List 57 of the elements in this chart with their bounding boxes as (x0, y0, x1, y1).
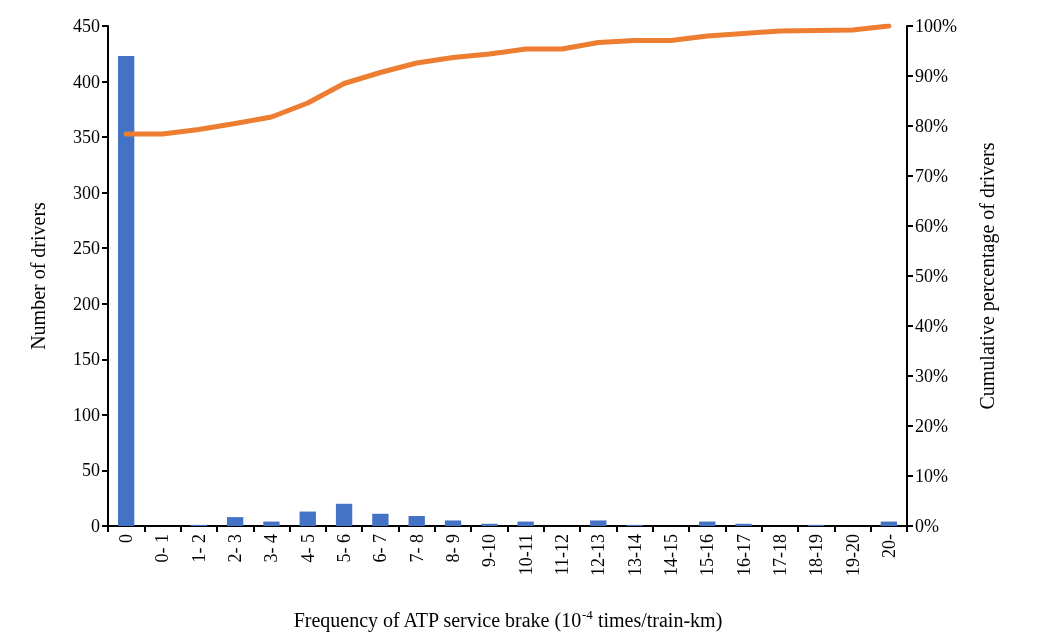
y2-tick-label: 90% (915, 66, 948, 86)
bar (335, 503, 353, 526)
x-tick-label: 13-14 (624, 534, 645, 576)
x-tick-label: 3- 4 (261, 534, 282, 563)
y2-tick-label: 20% (915, 416, 948, 436)
x-tick-label: 17-18 (769, 534, 790, 576)
bar (735, 523, 752, 526)
y2-tick-label: 40% (915, 316, 948, 336)
y-tick-label: 300 (73, 182, 100, 203)
y-tick-label: 0 (91, 516, 100, 536)
y-tick-label: 450 (73, 16, 100, 36)
x-tick-label: 0 (116, 534, 137, 543)
x-tick-label: 0- 1 (152, 534, 173, 563)
y-tick-label: 250 (73, 238, 100, 259)
x-tick-label: 4- 5 (297, 534, 318, 563)
x-tick-label: 10-11 (515, 534, 536, 576)
y2-tick-label: 30% (915, 366, 948, 386)
bar (408, 516, 425, 526)
x-tick-label: 12-13 (588, 534, 609, 576)
bar (444, 520, 462, 526)
x-tick-label: 16-17 (733, 534, 754, 576)
y2-tick-label: 70% (915, 166, 948, 186)
y-tick-label: 150 (73, 349, 100, 370)
y2-tick-label: 50% (915, 266, 948, 286)
bar (372, 513, 389, 526)
x-tick-label: 8- 9 (443, 534, 464, 563)
bar (117, 56, 135, 526)
x-tick-label: 7- 8 (406, 534, 427, 563)
x-tick-label: 5- 6 (334, 534, 355, 563)
x-tick-label: 9-10 (479, 534, 500, 567)
y2-tick-label: 100% (915, 16, 957, 36)
y2-tick-label: 80% (915, 116, 948, 136)
x-tick-label: 18-19 (806, 534, 827, 576)
y2-tick-label: 10% (915, 466, 948, 486)
bar (590, 520, 607, 526)
bar (481, 523, 498, 526)
x-tick-label: 1- 2 (188, 534, 209, 563)
bar (226, 517, 244, 526)
bar (517, 521, 534, 526)
bar (263, 521, 280, 526)
y2-axis-title: Cumulative percentage of drivers (976, 142, 999, 410)
y2-tick-label: 0% (915, 516, 939, 536)
y-tick-label: 350 (73, 127, 100, 148)
x-tick-label: 6- 7 (370, 534, 391, 563)
y-tick-label: 100 (73, 404, 100, 425)
y-tick-label: 400 (73, 71, 100, 92)
x-tick-label: 2- 3 (225, 534, 246, 563)
y2-tick-label: 60% (915, 216, 948, 236)
x-tick-label: 20- (878, 534, 899, 558)
y-tick-label: 200 (73, 293, 100, 314)
x-tick-label: 14-15 (660, 534, 681, 576)
x-tick-label: 11-12 (551, 534, 572, 576)
x-tick-label: 15-16 (697, 534, 718, 576)
x-tick-label: 19-20 (842, 534, 863, 576)
bar (299, 511, 316, 526)
y-tick-label: 50 (82, 460, 100, 481)
y-axis-title: Number of drivers (27, 201, 49, 350)
